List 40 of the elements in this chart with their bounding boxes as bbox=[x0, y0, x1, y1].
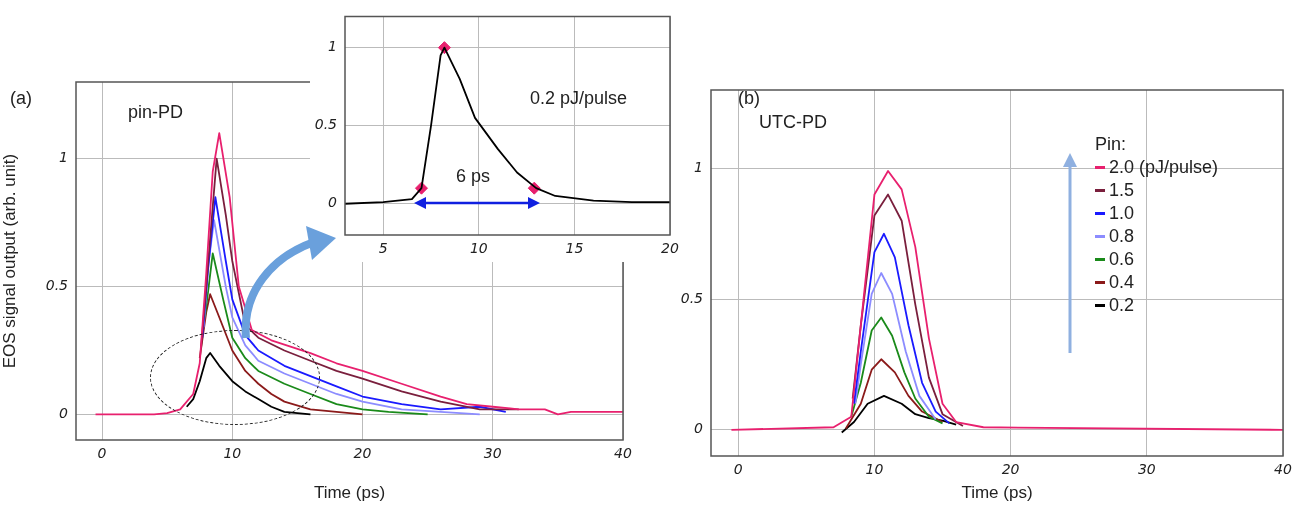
x-tick-label: 10 bbox=[865, 461, 884, 478]
x-tick-label: 5 bbox=[378, 240, 388, 257]
y-tick-label: 0 bbox=[328, 194, 338, 211]
x-tick-label: 0 bbox=[97, 445, 107, 462]
x-tick-label: 20 bbox=[661, 240, 679, 257]
legend-label: 0.2 bbox=[1109, 294, 1135, 317]
legend-label: 0.6 bbox=[1109, 248, 1135, 271]
y-tick-label: 1 bbox=[328, 38, 337, 55]
x-tick-label: 30 bbox=[1137, 461, 1156, 478]
legend-label: 0.4 bbox=[1109, 271, 1135, 294]
x-tick-label: 40 bbox=[614, 445, 632, 462]
x-tick-label: 10 bbox=[223, 445, 242, 462]
y-tick-label: 0.5 bbox=[314, 116, 338, 133]
x-tick-label: 30 bbox=[483, 445, 502, 462]
x-axis-title: Time (ps) bbox=[313, 483, 386, 503]
annotation: 6 ps bbox=[456, 166, 491, 187]
x-tick-label: 40 bbox=[1274, 461, 1292, 478]
y-tick-label: 0.5 bbox=[680, 289, 704, 306]
x-tick-label: 15 bbox=[565, 240, 584, 257]
y-tick-label: 0 bbox=[694, 420, 704, 437]
y-tick-label: 1 bbox=[694, 159, 703, 176]
y-tick-label: 0 bbox=[59, 405, 69, 422]
annotation: (b) bbox=[738, 88, 760, 109]
y-axis-title: EOS signal output (arb. unit) bbox=[0, 153, 19, 369]
y-tick-label: 1 bbox=[59, 149, 68, 166]
x-tick-label: 10 bbox=[469, 240, 488, 257]
legend-label: 1.0 bbox=[1109, 202, 1135, 225]
legend-label: 0.8 bbox=[1109, 225, 1135, 248]
x-tick-label: 20 bbox=[353, 445, 372, 462]
legend-label: 1.5 bbox=[1109, 179, 1135, 202]
annotation: pin-PD bbox=[128, 102, 184, 123]
legend-label: 2.0 (pJ/pulse) bbox=[1109, 156, 1219, 179]
legend-title: Pin: bbox=[1095, 133, 1128, 156]
y-tick-label: 0.5 bbox=[45, 277, 69, 294]
annotation: 0.2 pJ/pulse bbox=[530, 88, 628, 109]
x-tick-label: 0 bbox=[733, 461, 743, 478]
annotation: UTC-PD bbox=[759, 112, 827, 133]
x-tick-label: 20 bbox=[1001, 461, 1020, 478]
x-axis-title: Time (ps) bbox=[961, 483, 1033, 503]
text: (a) bbox=[10, 88, 32, 109]
